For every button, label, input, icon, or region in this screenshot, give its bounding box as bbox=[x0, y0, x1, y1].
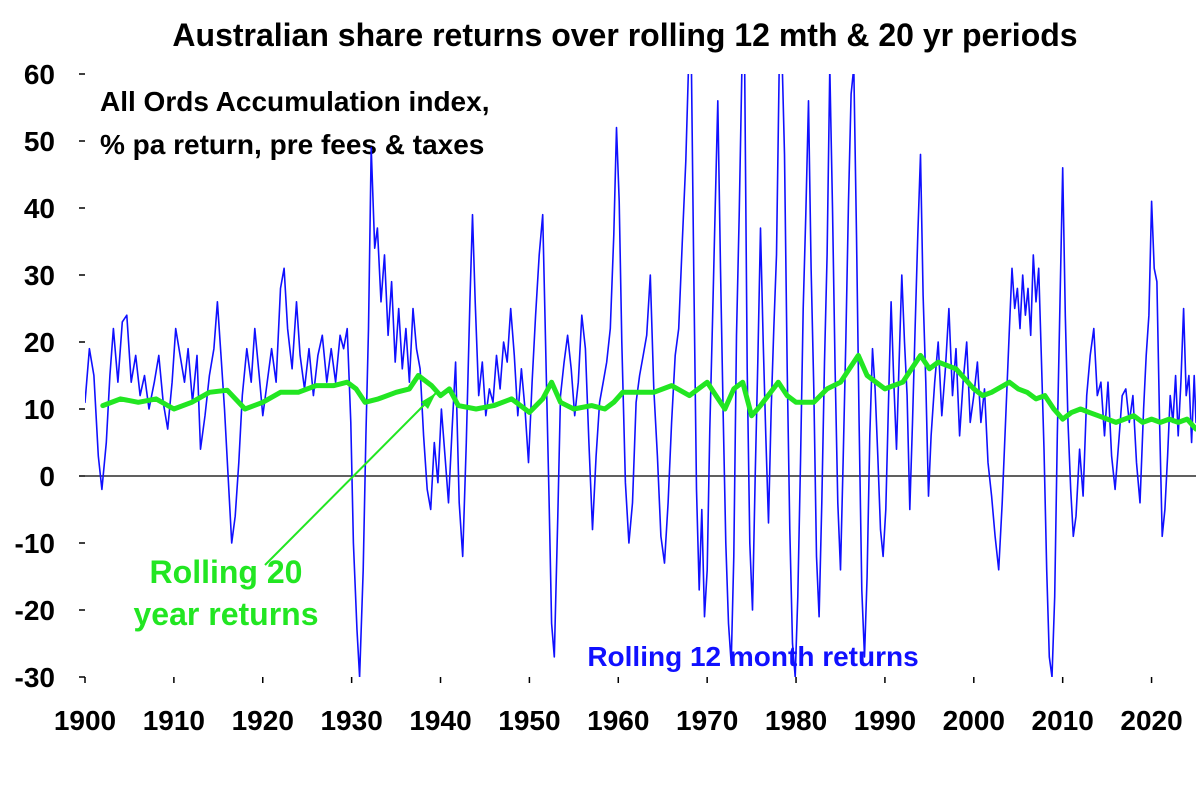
x-tick-label: 1940 bbox=[409, 705, 471, 736]
y-tick-label: -30 bbox=[15, 662, 55, 693]
x-tick-label: 1910 bbox=[143, 705, 205, 736]
x-tick-label: 1970 bbox=[676, 705, 738, 736]
x-tick-label: 2020 bbox=[1120, 705, 1182, 736]
y-axis: -30 -20 -10 0 10 20 30 40 50 60 bbox=[15, 59, 85, 693]
y-tick-label: 10 bbox=[24, 394, 55, 425]
x-tick-label: 1900 bbox=[54, 705, 116, 736]
y-tick-label: 20 bbox=[24, 327, 55, 358]
series-rolling-12-month-line bbox=[85, 74, 1196, 677]
y-tick-label: -20 bbox=[15, 595, 55, 626]
x-tick-label: 1960 bbox=[587, 705, 649, 736]
subtitle-line-1: All Ords Accumulation index, bbox=[100, 86, 489, 117]
annotation-arrow-head bbox=[421, 393, 436, 409]
y-tick-label: -10 bbox=[15, 528, 55, 559]
x-tick-label: 1920 bbox=[232, 705, 294, 736]
x-tick-label: 2010 bbox=[1032, 705, 1094, 736]
x-tick-label: 1990 bbox=[854, 705, 916, 736]
rolling-20-label-line-1: Rolling 20 bbox=[150, 554, 303, 590]
x-tick-label: 1950 bbox=[498, 705, 560, 736]
subtitle-line-2: % pa return, pre fees & taxes bbox=[100, 129, 484, 160]
y-tick-label: 50 bbox=[24, 126, 55, 157]
y-tick-label: 0 bbox=[39, 461, 55, 492]
x-axis: 1900 1910 1920 1930 1940 1950 1960 1970 1980 1990… bbox=[54, 677, 1183, 736]
rolling-20-label-line-2: year returns bbox=[134, 596, 319, 632]
y-tick-label: 30 bbox=[24, 260, 55, 291]
x-tick-label: 1930 bbox=[320, 705, 382, 736]
annotation-arrow bbox=[264, 392, 437, 566]
chart-title: Australian share returns over rolling 12… bbox=[172, 17, 1077, 53]
y-tick-label: 40 bbox=[24, 193, 55, 224]
rolling-12-label: Rolling 12 month returns bbox=[587, 641, 918, 672]
x-tick-label: 1980 bbox=[765, 705, 827, 736]
x-tick-label: 2000 bbox=[943, 705, 1005, 736]
series-rolling-20-year-line bbox=[100, 352, 1196, 432]
y-tick-label: 60 bbox=[24, 59, 55, 90]
series-layer bbox=[85, 74, 1196, 677]
